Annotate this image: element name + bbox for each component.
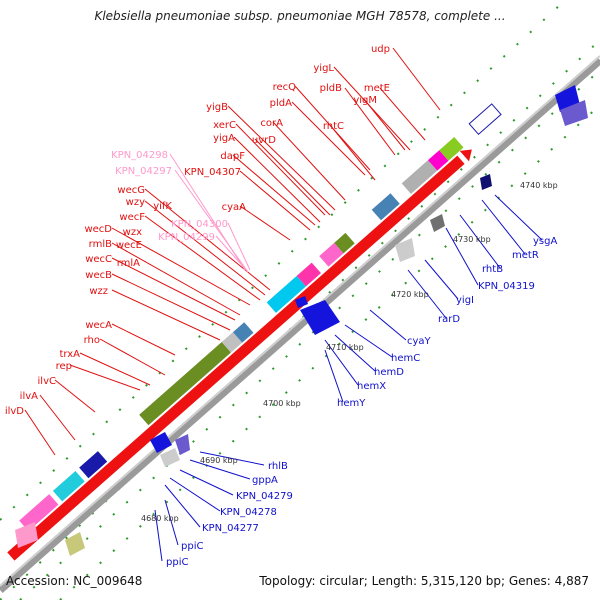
gene-label: metR	[512, 250, 539, 261]
gene-label: KPN_04307	[184, 167, 241, 178]
gene-label: rmlA	[117, 258, 140, 269]
gene-label: wzx	[123, 227, 142, 238]
gene-label: uvrD	[252, 135, 276, 146]
genome-summary-text: Topology: circular; Length: 5,315,120 bp…	[259, 574, 589, 588]
chromosome-axis	[0, 55, 600, 593]
gene-label: cyaA	[222, 202, 247, 213]
gene-labels-upper-pink: KPN_04298 KPN_04297 KPN_04300 KPN_04299	[111, 150, 228, 243]
gene-label: rhtC	[323, 121, 344, 132]
gene-label: wecF	[119, 212, 145, 223]
gene-label: rhlB	[268, 461, 288, 472]
gene-label: rhtB	[482, 264, 503, 275]
gene-label: KPN_04300	[171, 219, 228, 230]
gene-label: KPN_04297	[115, 166, 172, 177]
gene-label: ilvA	[20, 391, 38, 402]
forward-features	[7, 103, 502, 561]
gene-label: udp	[371, 44, 390, 55]
gene-label: ppiC	[166, 557, 188, 568]
gene-label: wecG	[117, 185, 145, 196]
gene-label: ilvC	[38, 376, 56, 387]
gene-label: hemY	[337, 398, 366, 409]
reverse-features	[15, 85, 588, 556]
gene-label: recQ	[273, 82, 297, 93]
gene-label: KPN_04298	[111, 150, 168, 161]
gene-label: wecD	[84, 224, 112, 235]
gene-labels-lower: ysgA metR rhtB KPN_04319 yigI rarD cyaY …	[166, 236, 557, 568]
gene-label: rho	[84, 335, 100, 346]
gene-label: yigB	[206, 102, 228, 113]
gene-label: hemC	[391, 353, 420, 364]
tick-label: 4730 kbp	[453, 235, 491, 244]
gene-label: ppiC	[181, 541, 203, 552]
gene-label: ilvD	[5, 406, 24, 417]
gene-label: rmlB	[89, 239, 112, 250]
gene-label: pldB	[320, 83, 342, 94]
gene-label: rarD	[438, 314, 460, 325]
gene-label: wecA	[85, 320, 112, 331]
tick-label: 4720 kbp	[391, 290, 429, 299]
guide-lines	[0, 4, 600, 600]
gene-label: wecC	[85, 254, 112, 265]
gene-label: yigA	[213, 133, 235, 144]
gene-label: wecE	[116, 240, 142, 251]
gene-label: dapF	[220, 151, 245, 162]
tick-label: 4740 kbp	[520, 181, 558, 190]
gene-label: ysgA	[533, 236, 557, 247]
gene-label: KPN_04279	[236, 491, 293, 502]
gene-label: yigI	[456, 295, 474, 306]
gene-label: rep	[56, 361, 72, 372]
tick-label: 4690 kbp	[200, 456, 238, 465]
gene-label: yigM	[353, 95, 377, 106]
gene-labels-upper: udp yigL metE pldB yigM recQ pldA rhtC y…	[5, 44, 390, 417]
map-title: Klebsiella pneumoniae subsp. pneumoniae …	[94, 9, 506, 23]
gene-label: trxA	[59, 349, 80, 360]
gene-label: hemD	[374, 367, 404, 378]
gene-label: KPN_04299	[158, 232, 215, 243]
gene-label: pldA	[270, 98, 292, 109]
gene-label: hemX	[357, 381, 386, 392]
gene-label: wzy	[126, 197, 145, 208]
gene-label: corA	[260, 118, 283, 129]
kbp-tick-labels: 4680 kbp 4690 kbp 4700 kbp 4710 kbp 4720…	[141, 181, 558, 523]
gene-label: wecB	[85, 270, 112, 281]
gene-label: metE	[364, 83, 390, 94]
tick-label: 4680 kbp	[141, 514, 179, 523]
gene-label: cyaY	[407, 336, 432, 347]
gene-label: yifK	[153, 201, 172, 212]
gene-label: yigL	[313, 63, 334, 74]
tick-label: 4710 kbp	[326, 343, 364, 352]
gene-label: KPN_04319	[478, 281, 535, 292]
gene-label: gppA	[252, 475, 278, 486]
gene-label: KPN_04277	[202, 523, 259, 534]
gene-label: wzz	[89, 286, 108, 297]
tick-label: 4700 kbp	[263, 399, 301, 408]
accession-text: Accession: NC_009648	[6, 574, 143, 588]
gene-label: KPN_04278	[220, 507, 277, 518]
gene-label: xerC	[213, 120, 236, 131]
leader-lines	[24, 47, 543, 562]
